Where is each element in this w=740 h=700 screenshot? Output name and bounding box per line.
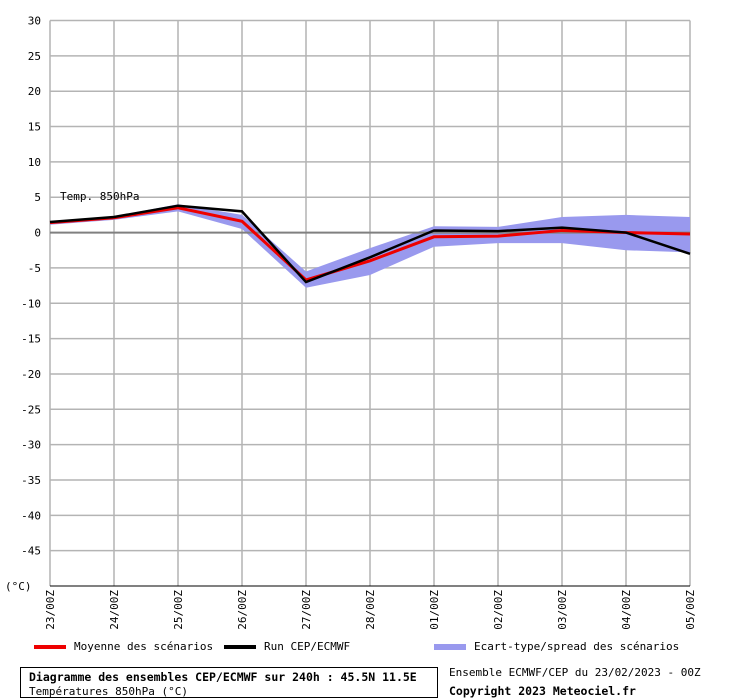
x-tick-label: 28/00Z bbox=[364, 590, 377, 630]
y-tick-label: -25 bbox=[21, 403, 41, 416]
spread-layer bbox=[50, 204, 690, 288]
chart-area: 30 25 20 15 10 5 0 -5 -10 -15 -20 -25 -30 -35 -40 -45 2… bbox=[5, 15, 697, 630]
y-tick-label: -40 bbox=[21, 509, 41, 522]
y-tick-label: -5 bbox=[28, 262, 41, 275]
y-tick-label: 0 bbox=[34, 227, 41, 240]
legend-label-mean: Moyenne des scénarios bbox=[74, 640, 214, 653]
x-tick-label: 05/00Z bbox=[684, 590, 697, 630]
x-tick-label: 03/00Z bbox=[556, 590, 569, 630]
legend-swatch-red bbox=[34, 645, 66, 649]
copyright: Copyright 2023 Meteociel.fr bbox=[449, 684, 636, 698]
y-tick-label: -20 bbox=[21, 368, 41, 381]
spread-band bbox=[50, 204, 690, 288]
legend-swatch-blue bbox=[434, 644, 466, 650]
series-line-mean bbox=[49, 206, 691, 282]
series-layer bbox=[49, 204, 691, 284]
y-tick-label: -15 bbox=[21, 333, 41, 346]
y-tick-label: -10 bbox=[21, 297, 41, 310]
chart-title: Diagramme des ensembles CEP/ECMWF sur 24… bbox=[29, 670, 417, 684]
grid-lines bbox=[49, 19, 691, 587]
x-tick-label: 26/00Z bbox=[236, 590, 249, 630]
x-tick-label: 25/00Z bbox=[172, 590, 185, 630]
legend-label-run: Run CEP/ECMWF bbox=[264, 640, 351, 653]
run-info: Ensemble ECMWF/CEP du 23/02/2023 - 00Z bbox=[449, 666, 701, 679]
x-tick-label: 04/00Z bbox=[620, 590, 633, 630]
y-tick-label: -35 bbox=[21, 474, 41, 487]
x-tick-label: 02/00Z bbox=[492, 590, 505, 630]
y-tick-label: 25 bbox=[28, 50, 41, 63]
chart-subtitle: Températures 850hPa (°C) bbox=[29, 685, 188, 698]
y-tick-label: 30 bbox=[28, 15, 41, 28]
legend-item-run: Run CEP/ECMWF bbox=[224, 640, 350, 653]
x-tick-labels: 23/00Z 24/00Z 25/00Z 26/00Z 27/00Z 28/00Z 01/0… bbox=[44, 590, 697, 630]
y-axis-unit-label: (°C) bbox=[5, 580, 32, 593]
x-tick-label: 27/00Z bbox=[300, 590, 313, 630]
y-tick-label: 5 bbox=[34, 191, 41, 204]
legend-item-spread: Ecart-type/spread des scénarios bbox=[434, 640, 679, 653]
series-line-run bbox=[49, 204, 691, 284]
legend-item-mean: Moyenne des scénarios bbox=[34, 640, 213, 653]
x-tick-label: 23/00Z bbox=[44, 590, 57, 630]
chart-annotation: Temp. 850hPa bbox=[60, 190, 139, 203]
legend-label-spread: Ecart-type/spread des scénarios bbox=[474, 640, 680, 653]
y-tick-labels: 30 25 20 15 10 5 0 -5 -10 -15 -20 -25 -30 -35 -40 -45 bbox=[21, 15, 41, 558]
y-tick-label: -30 bbox=[21, 439, 41, 452]
y-tick-label: 10 bbox=[28, 156, 41, 169]
x-tick-label: 24/00Z bbox=[108, 590, 121, 630]
y-tick-label: 20 bbox=[28, 85, 41, 98]
y-tick-label: -45 bbox=[21, 545, 41, 558]
y-tick-label: 15 bbox=[28, 121, 41, 134]
x-tick-label: 01/00Z bbox=[428, 590, 441, 630]
title-box: Diagramme des ensembles CEP/ECMWF sur 24… bbox=[20, 667, 438, 698]
legend-swatch-black bbox=[224, 645, 256, 649]
